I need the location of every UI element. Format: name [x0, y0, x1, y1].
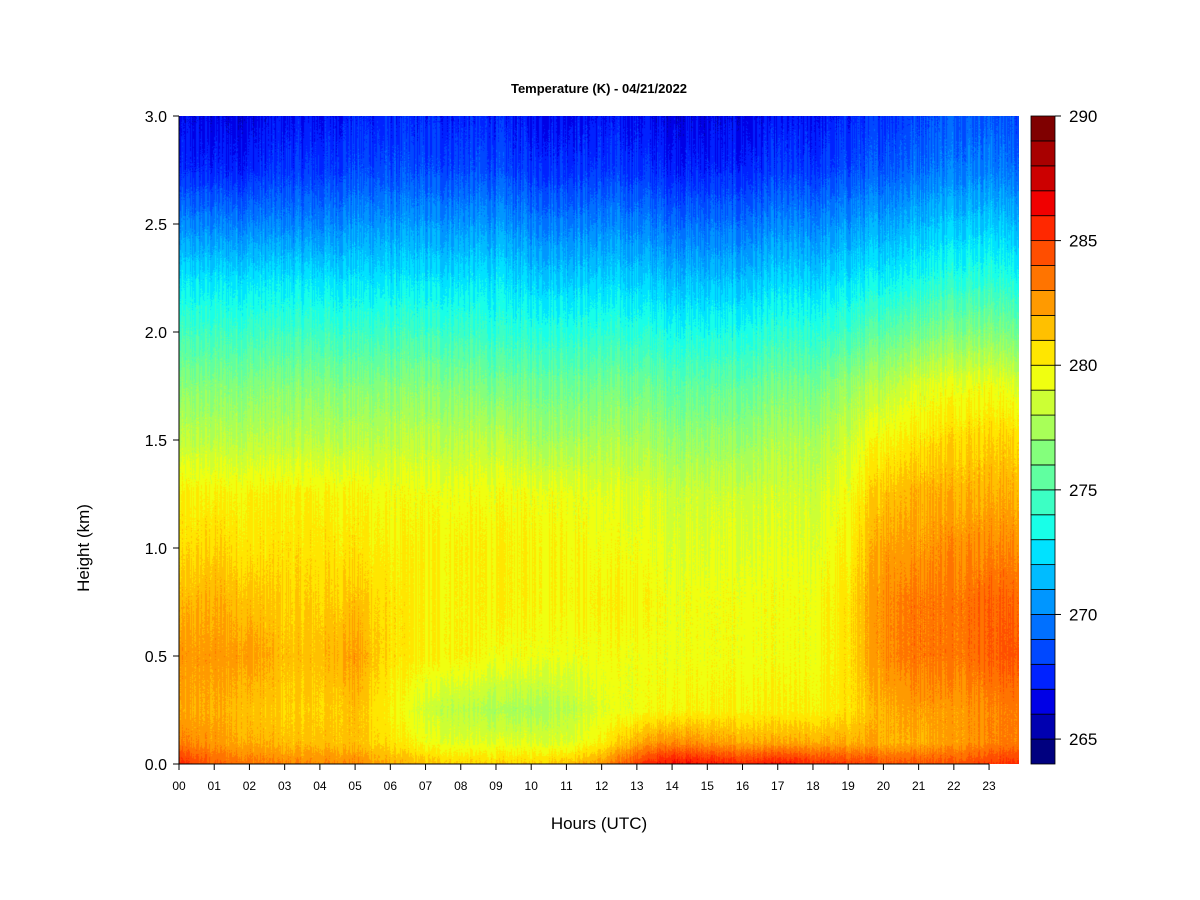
- colorbar-swatch: [1030, 190, 1056, 217]
- colorbar-swatch: [1030, 489, 1056, 516]
- plot-area: [179, 116, 1019, 764]
- x-axis-label: Hours (UTC): [551, 814, 647, 833]
- colorbar-swatch: [1030, 414, 1056, 441]
- colorbar-swatch: [1030, 389, 1056, 416]
- y-tick-label: 2.5: [145, 217, 167, 234]
- colorbar-tick-label: 280: [1069, 356, 1097, 375]
- x-tick-label: 13: [630, 779, 644, 793]
- x-tick-label: 01: [208, 779, 222, 793]
- colorbar-swatch: [1030, 663, 1056, 690]
- colorbar-tick-label: 275: [1069, 481, 1097, 500]
- colorbar-swatch: [1030, 439, 1056, 466]
- x-tick-label: 14: [665, 779, 679, 793]
- x-tick-label: 16: [736, 779, 750, 793]
- colorbar-tick-label: 285: [1069, 232, 1097, 251]
- x-tick-label: 18: [806, 779, 820, 793]
- colorbar-swatch: [1030, 140, 1056, 167]
- y-tick-label: 1.0: [145, 541, 167, 558]
- x-tick-label: 11: [560, 779, 573, 793]
- x-tick-label: 19: [842, 779, 856, 793]
- colorbar-swatch: [1030, 614, 1056, 640]
- colorbar-swatch: [1030, 514, 1056, 541]
- colorbar-swatch: [1030, 364, 1056, 391]
- y-tick-label: 0.5: [145, 649, 167, 666]
- x-tick-label: 04: [313, 779, 327, 793]
- x-tick-label: 08: [454, 779, 468, 793]
- x-tick-label: 07: [419, 779, 433, 793]
- colorbar-swatch: [1030, 290, 1056, 316]
- colorbar-swatch: [1030, 265, 1056, 291]
- x-tick-label: 02: [243, 779, 257, 793]
- x-tick-label: 15: [701, 779, 715, 793]
- y-tick-label: 2.0: [145, 325, 167, 342]
- colorbar-swatch: [1030, 215, 1056, 242]
- chart-title: Temperature (K) - 04/21/2022: [511, 81, 687, 96]
- colorbar-swatch: [1030, 115, 1056, 142]
- y-axis: 0.0 0.5 1.0 1.5 2.0 2.5 3.0: [145, 109, 180, 774]
- colorbar-swatch: [1030, 240, 1056, 266]
- x-tick-label: 09: [489, 779, 503, 793]
- y-tick-label: 3.0: [145, 109, 167, 126]
- colorbar-tick-label: 270: [1069, 605, 1097, 624]
- colorbar-swatch: [1030, 638, 1056, 665]
- colorbar-swatch: [1030, 539, 1056, 566]
- heatmap-image: [179, 116, 1019, 764]
- colorbar-swatch: [1030, 314, 1056, 341]
- colorbar-swatch: [1030, 589, 1056, 615]
- x-tick-label: 03: [278, 779, 292, 793]
- x-tick-label: 21: [912, 779, 926, 793]
- x-tick-label: 23: [982, 779, 996, 793]
- colorbar-ticks: 265 270 275 280 285 290: [1055, 107, 1097, 749]
- x-tick-label: 05: [348, 779, 362, 793]
- x-tick-label: 06: [384, 779, 398, 793]
- x-axis: 00 01 02 03 04 05 06 07 08 09 10 11 12 13 14 15 16 17 18 19…: [172, 763, 996, 793]
- x-tick-label: 00: [172, 779, 186, 793]
- colorbar-swatch: [1030, 564, 1056, 590]
- y-tick-label: 0.0: [145, 757, 167, 774]
- x-tick-label: 17: [771, 779, 785, 793]
- colorbar-swatch: [1030, 688, 1056, 715]
- x-tick-label: 12: [595, 779, 609, 793]
- colorbar-swatch: [1030, 738, 1056, 765]
- colorbar-swatch: [1030, 339, 1056, 366]
- colorbar-swatch: [1030, 464, 1056, 491]
- x-tick-label: 22: [947, 779, 961, 793]
- colorbar-swatch: [1030, 713, 1056, 740]
- x-tick-label: 10: [525, 779, 539, 793]
- colorbar: [1030, 115, 1056, 765]
- colorbar-swatch: [1030, 165, 1056, 192]
- y-tick-label: 1.5: [145, 433, 167, 450]
- colorbar-tick-label: 290: [1069, 107, 1097, 126]
- colorbar-tick-label: 265: [1069, 730, 1097, 749]
- y-axis-label: Height (km): [74, 504, 93, 592]
- x-tick-label: 20: [877, 779, 891, 793]
